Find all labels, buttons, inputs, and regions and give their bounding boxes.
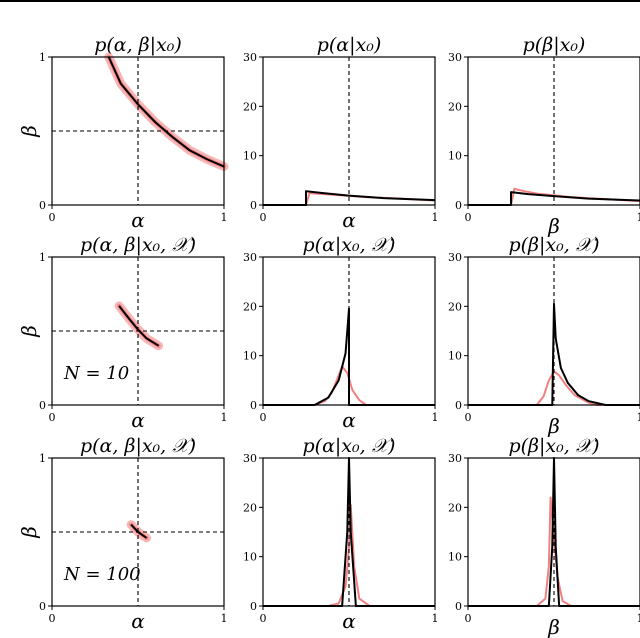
x-tick-label: 1 <box>637 411 640 424</box>
subplot-6: p(β|x₀, 𝒳) 0 10 20 30 0 1 β <box>448 234 640 438</box>
x-axis-label: α <box>131 208 145 232</box>
subplot-title: p(β|x₀, 𝒳) <box>508 435 599 457</box>
x-axis-label: α <box>131 408 145 432</box>
axes-frame <box>51 256 225 406</box>
y-tick-label: 20 <box>243 501 257 514</box>
axes-frame <box>51 457 225 607</box>
y-tick-label: 0 <box>455 199 462 212</box>
subplot-1: p(α, β|x₀) 0 1 0 1 β α <box>17 34 229 232</box>
x-tick-label: 0 <box>49 411 56 424</box>
y-tick-label: 0 <box>39 600 46 613</box>
y-tick-label: 30 <box>448 452 462 465</box>
x-axis-label: α <box>342 208 356 232</box>
subplot-title: p(α|x₀, 𝒳) <box>303 234 396 256</box>
x-tick-label: 0 <box>465 612 472 625</box>
subplot-title: p(β|x₀, 𝒳) <box>508 234 599 256</box>
subplot-title: p(α, β|x₀, 𝒳) <box>80 234 196 256</box>
y-tick-label: 0 <box>250 399 257 412</box>
axes-frame <box>467 457 640 607</box>
y-tick-label: 30 <box>448 251 462 264</box>
y-tick-label: 10 <box>243 150 257 163</box>
x-tick-label: 1 <box>432 211 439 224</box>
y-tick-label: 30 <box>243 51 257 64</box>
y-tick-label: 20 <box>243 300 257 313</box>
x-tick-label: 1 <box>221 211 228 224</box>
x-axis-label: α <box>131 609 145 633</box>
x-tick-label: 1 <box>637 211 640 224</box>
subplot-3: p(β|x₀) 0 10 20 30 0 1 β <box>448 34 640 238</box>
y-tick-label: 0 <box>455 600 462 613</box>
subplot-4: p(α, β|x₀, 𝒳) 0 1 0 1 β N = 10 α <box>17 234 228 432</box>
x-tick-label: 1 <box>432 612 439 625</box>
x-tick-label: 1 <box>432 411 439 424</box>
x-tick-label: 1 <box>221 411 228 424</box>
y-tick-label: 10 <box>448 350 462 363</box>
subplot-9: p(β|x₀, 𝒳) 0 10 20 30 0 1 β <box>448 435 640 638</box>
y-tick-label: 20 <box>448 300 462 313</box>
y-tick-label: 1 <box>39 452 46 465</box>
subplot-2: p(α|x₀) 0 10 20 30 0 1 α <box>243 34 439 232</box>
axes-frame <box>51 56 225 206</box>
subplot-title: p(α, β|x₀) <box>94 34 182 56</box>
x-tick-label: 0 <box>465 211 472 224</box>
true-posterior-line <box>107 56 225 168</box>
x-axis-label: β <box>547 214 560 238</box>
x-tick-label: 0 <box>260 411 267 424</box>
top-border <box>0 0 640 2</box>
y-tick-label: 20 <box>243 100 257 113</box>
x-tick-label: 1 <box>221 612 228 625</box>
x-tick-label: 0 <box>49 612 56 625</box>
y-tick-label: 30 <box>243 251 257 264</box>
subplot-5: p(α|x₀, 𝒳) 0 10 20 30 0 1 α <box>243 234 439 432</box>
y-tick-label: 10 <box>448 150 462 163</box>
y-tick-label: 10 <box>243 551 257 564</box>
sample-size-annotation: N = 100 <box>63 564 141 585</box>
y-tick-label: 30 <box>448 51 462 64</box>
true-marginal-line <box>468 302 640 406</box>
axes-frame <box>262 256 436 406</box>
subplot-8: p(α|x₀, 𝒳) 0 10 20 30 0 1 α <box>243 435 439 633</box>
subplot-title: p(α|x₀) <box>317 34 382 56</box>
subplot-title: p(β|x₀) <box>523 34 586 56</box>
x-axis-label: β <box>547 414 560 438</box>
subplot-title: p(α|x₀, 𝒳) <box>303 435 396 457</box>
x-tick-label: 0 <box>260 612 267 625</box>
y-tick-label: 30 <box>243 452 257 465</box>
y-axis-label: β <box>17 125 41 138</box>
x-tick-label: 0 <box>465 411 472 424</box>
x-axis-label: α <box>342 609 356 633</box>
y-tick-label: 0 <box>39 199 46 212</box>
y-tick-label: 0 <box>39 399 46 412</box>
x-tick-label: 1 <box>637 612 640 625</box>
y-tick-label: 20 <box>448 100 462 113</box>
y-tick-label: 0 <box>250 600 257 613</box>
subplot-title: p(α, β|x₀, 𝒳) <box>80 435 196 457</box>
x-axis-label: β <box>547 615 560 638</box>
approx-posterior-band <box>104 52 229 172</box>
y-tick-label: 1 <box>39 251 46 264</box>
y-tick-label: 10 <box>243 350 257 363</box>
x-tick-label: 0 <box>49 211 56 224</box>
approx-posterior-core <box>106 55 226 169</box>
y-axis-label: β <box>17 325 41 338</box>
approx-marginal-line <box>263 503 435 607</box>
y-tick-label: 0 <box>455 399 462 412</box>
axes-frame <box>262 457 436 607</box>
axes-frame <box>262 56 436 206</box>
axes-frame <box>467 56 640 206</box>
x-tick-label: 0 <box>260 211 267 224</box>
axes-frame <box>467 256 640 406</box>
x-axis-label: α <box>342 408 356 432</box>
sample-size-annotation: N = 10 <box>63 363 129 384</box>
subplot-7: p(α, β|x₀, 𝒳) 0 1 0 1 β N = 100 α <box>17 435 228 633</box>
y-tick-label: 10 <box>448 551 462 564</box>
y-axis-label: β <box>17 526 41 539</box>
y-tick-label: 0 <box>250 199 257 212</box>
y-tick-label: 20 <box>448 501 462 514</box>
approx-marginal-line <box>468 370 640 406</box>
y-tick-label: 1 <box>39 51 46 64</box>
